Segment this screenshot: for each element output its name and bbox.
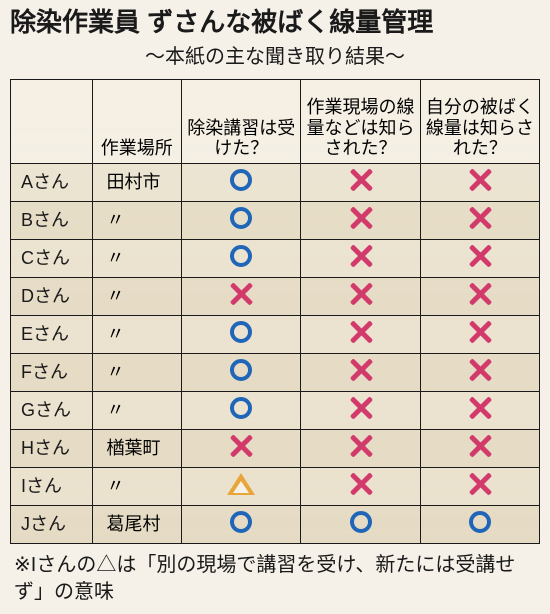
- cell-person: Fさん: [11, 353, 93, 391]
- cross-icon: [349, 396, 373, 420]
- cell-place: 田村市: [92, 163, 182, 201]
- cell-person: Jさん: [11, 505, 93, 543]
- cross-icon: [229, 282, 253, 306]
- cell-person: Iさん: [11, 467, 93, 505]
- cell-place: 〃: [92, 391, 182, 429]
- col-header-q3: 自分の被ばく線量は知らされた？: [420, 79, 539, 163]
- cell-place: 楢葉町: [92, 429, 182, 467]
- cell-q3: [420, 505, 539, 543]
- cell-place: 葛尾村: [92, 505, 182, 543]
- cell-person: Eさん: [11, 315, 93, 353]
- circle-icon: [230, 511, 252, 533]
- cell-q3: [420, 277, 539, 315]
- cell-person: Aさん: [11, 163, 93, 201]
- cell-q2: [301, 467, 420, 505]
- circle-icon: [230, 169, 252, 191]
- cross-icon: [468, 168, 492, 192]
- cell-q2: [301, 201, 420, 239]
- circle-icon: [230, 207, 252, 229]
- cell-q1: [182, 467, 301, 505]
- cross-icon: [349, 168, 373, 192]
- cell-person: Hさん: [11, 429, 93, 467]
- circle-icon: [230, 321, 252, 343]
- cross-icon: [349, 320, 373, 344]
- cell-q1: [182, 391, 301, 429]
- cell-q1: [182, 315, 301, 353]
- cross-icon: [349, 434, 373, 458]
- triangle-icon: [227, 473, 255, 495]
- cross-icon: [349, 282, 373, 306]
- cell-person: Dさん: [11, 277, 93, 315]
- cross-icon: [468, 320, 492, 344]
- cell-q2: [301, 391, 420, 429]
- table-row: Eさん〃: [11, 315, 540, 353]
- cross-icon: [468, 396, 492, 420]
- cell-q3: [420, 467, 539, 505]
- cross-icon: [349, 244, 373, 268]
- table-row: Aさん田村市: [11, 163, 540, 201]
- table-row: Fさん〃: [11, 353, 540, 391]
- col-header-q2: 作業現場の線量などは知らされた？: [301, 79, 420, 163]
- header-row: 作業場所 除染講習は受けた？ 作業現場の線量などは知らされた？ 自分の被ばく線量…: [11, 79, 540, 163]
- circle-icon: [230, 245, 252, 267]
- circle-icon: [230, 397, 252, 419]
- cross-icon: [468, 434, 492, 458]
- table-row: Dさん〃: [11, 277, 540, 315]
- cell-q3: [420, 239, 539, 277]
- cross-icon: [349, 358, 373, 382]
- circle-icon: [230, 359, 252, 381]
- col-header-q1: 除染講習は受けた？: [182, 79, 301, 163]
- cell-q3: [420, 391, 539, 429]
- cell-q3: [420, 163, 539, 201]
- cell-person: Bさん: [11, 201, 93, 239]
- cell-q1: [182, 277, 301, 315]
- cell-q3: [420, 201, 539, 239]
- survey-table: 作業場所 除染講習は受けた？ 作業現場の線量などは知らされた？ 自分の被ばく線量…: [10, 79, 540, 544]
- table-row: Gさん〃: [11, 391, 540, 429]
- cell-q2: [301, 315, 420, 353]
- cell-q1: [182, 505, 301, 543]
- cell-q2: [301, 277, 420, 315]
- cross-icon: [229, 434, 253, 458]
- table-row: Bさん〃: [11, 201, 540, 239]
- cross-icon: [468, 244, 492, 268]
- cell-q2: [301, 353, 420, 391]
- table-row: Iさん〃: [11, 467, 540, 505]
- cross-icon: [468, 472, 492, 496]
- table-row: Hさん楢葉町: [11, 429, 540, 467]
- cross-icon: [468, 206, 492, 230]
- col-header-place: 作業場所: [92, 79, 182, 163]
- cell-place: 〃: [92, 467, 182, 505]
- circle-icon: [350, 511, 372, 533]
- cross-icon: [468, 358, 492, 382]
- cell-q1: [182, 201, 301, 239]
- cell-place: 〃: [92, 277, 182, 315]
- cell-person: Gさん: [11, 391, 93, 429]
- page-title: 除染作業員 ずさんな被ばく線量管理: [10, 8, 540, 38]
- cell-q1: [182, 429, 301, 467]
- cell-q2: [301, 429, 420, 467]
- cross-icon: [349, 472, 373, 496]
- cell-q1: [182, 163, 301, 201]
- cell-place: 〃: [92, 239, 182, 277]
- cell-q1: [182, 239, 301, 277]
- cell-q3: [420, 353, 539, 391]
- cell-q2: [301, 505, 420, 543]
- cell-person: Cさん: [11, 239, 93, 277]
- cross-icon: [349, 206, 373, 230]
- cell-q2: [301, 163, 420, 201]
- cell-q1: [182, 353, 301, 391]
- table-row: Cさん〃: [11, 239, 540, 277]
- cross-icon: [468, 282, 492, 306]
- cell-q3: [420, 315, 539, 353]
- cell-place: 〃: [92, 315, 182, 353]
- page-subtitle: 〜本紙の主な聞き取り結果〜: [10, 40, 540, 69]
- circle-icon: [469, 511, 491, 533]
- cell-place: 〃: [92, 353, 182, 391]
- col-header-person: [11, 79, 93, 163]
- table-row: Jさん葛尾村: [11, 505, 540, 543]
- cell-place: 〃: [92, 201, 182, 239]
- cell-q2: [301, 239, 420, 277]
- cell-q3: [420, 429, 539, 467]
